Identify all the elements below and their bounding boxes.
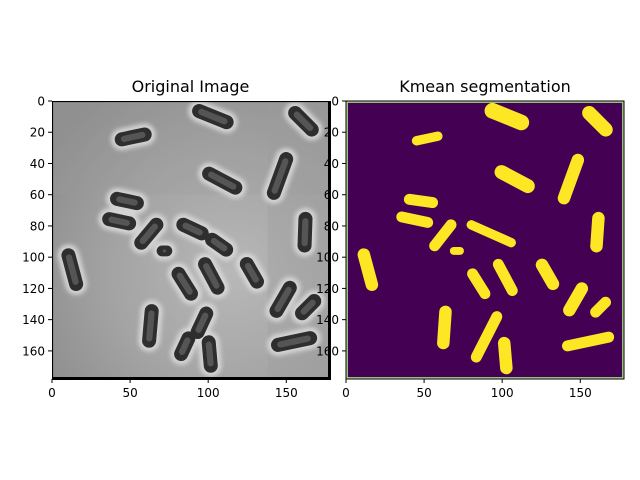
x-tick-label: 50 xyxy=(416,386,431,400)
x-tick-label: 100 xyxy=(197,386,220,400)
y-tick-label: 40 xyxy=(30,157,45,171)
x-tick-label: 0 xyxy=(48,386,56,400)
bacterium-core xyxy=(277,335,311,348)
y-tick-label: 60 xyxy=(324,188,339,202)
segment-blob xyxy=(467,268,491,300)
segment-blob xyxy=(494,165,535,194)
segment-blob xyxy=(429,219,457,252)
y-tick-label: 160 xyxy=(316,344,339,358)
y-tick-label: 0 xyxy=(37,95,45,109)
segment-blob xyxy=(561,331,615,352)
y-tick-label: 120 xyxy=(316,282,339,296)
bacterium-core xyxy=(116,196,138,206)
bacterium-core xyxy=(182,222,203,236)
bacterium-core xyxy=(205,341,214,367)
y-tick-label: 20 xyxy=(324,126,339,140)
y-tick-label: 40 xyxy=(324,157,339,171)
original-image-title: Original Image xyxy=(132,77,250,96)
x-tick-label: 0 xyxy=(342,386,350,400)
segment-blob xyxy=(497,336,513,375)
bacterium-core xyxy=(293,111,314,132)
bacterium-core xyxy=(203,263,220,289)
bacterium-core xyxy=(198,108,228,125)
original-image-bottom-edge xyxy=(52,377,331,380)
segment-blob xyxy=(403,193,439,209)
bacterium-core xyxy=(108,216,130,227)
bacterium-core xyxy=(210,237,228,252)
segment-blob xyxy=(484,102,530,131)
kmean-segmentation-canvas xyxy=(346,101,624,379)
original-image-right-edge xyxy=(328,101,331,379)
bacterium-core xyxy=(300,299,316,315)
bacterium-core xyxy=(244,262,259,283)
y-tick-label: 120 xyxy=(22,282,45,296)
segment-blob xyxy=(396,211,434,228)
segment-blob xyxy=(411,131,443,146)
bacterium-core xyxy=(120,131,146,142)
bacterium-core xyxy=(162,249,167,253)
segment-blob xyxy=(590,296,612,318)
x-tick-label: 150 xyxy=(569,386,592,400)
bacterium-core xyxy=(65,254,79,285)
y-tick-label: 20 xyxy=(30,126,45,140)
bacterium-core xyxy=(178,337,191,355)
segmentation-border xyxy=(346,101,624,379)
y-tick-label: 0 xyxy=(331,95,339,109)
kmean-segmentation-frame xyxy=(345,100,625,380)
bacterium-core xyxy=(301,218,309,247)
x-tick-label: 50 xyxy=(122,386,137,400)
original-image-panel: Original Image 0 50 100 150 0 20 40 60 80 100 120 1… xyxy=(22,77,331,400)
y-tick-label: 100 xyxy=(22,251,45,265)
original-image-canvas xyxy=(52,101,330,379)
segment-blob xyxy=(582,105,613,137)
bacterium-core xyxy=(208,171,237,190)
bacterium-core xyxy=(139,223,158,245)
segment-blob xyxy=(466,220,516,248)
x-tick-label: 100 xyxy=(491,386,514,400)
segment-blob xyxy=(535,258,560,291)
kmean-segmentation-ticks: 0 50 100 150 0 20 40 60 80 100 120 140 160 xyxy=(316,95,592,401)
bacterium-core xyxy=(176,272,193,295)
kmean-segmentation-panel: Kmean segmentation 0 50 100 150 0 20 40 60 80 100… xyxy=(316,77,625,401)
y-tick-label: 80 xyxy=(324,219,339,233)
segment-blob xyxy=(449,247,464,255)
original-image-ticks: 0 50 100 150 0 20 40 60 80 100 120 140 160 xyxy=(22,95,298,401)
bacterium-core xyxy=(274,286,292,312)
bacterium-core xyxy=(195,312,209,333)
kmean-segmentation-title: Kmean segmentation xyxy=(399,77,571,96)
segment-blob xyxy=(557,153,585,205)
y-tick-label: 140 xyxy=(22,313,45,327)
segment-blob xyxy=(590,211,605,253)
y-tick-label: 80 xyxy=(30,219,45,233)
x-tick-label: 150 xyxy=(275,386,298,400)
y-tick-label: 60 xyxy=(30,188,45,202)
segment-blob xyxy=(563,282,589,317)
y-tick-label: 160 xyxy=(22,344,45,358)
y-tick-label: 100 xyxy=(316,251,339,265)
y-tick-label: 140 xyxy=(316,313,339,327)
bacterium-core xyxy=(146,310,155,342)
segment-blob xyxy=(437,305,452,350)
segment-blob xyxy=(470,311,503,363)
segment-blob xyxy=(492,258,518,297)
segment-blob xyxy=(357,248,379,292)
bacterium-core xyxy=(271,158,289,194)
